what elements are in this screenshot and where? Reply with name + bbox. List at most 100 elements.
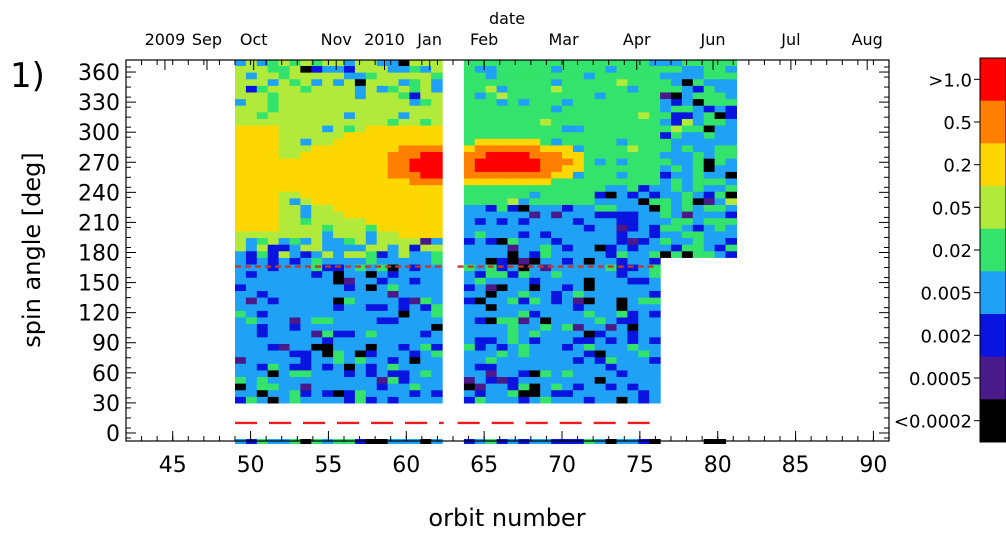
heatmap-cell	[572, 383, 585, 391]
heatmap-cell	[551, 323, 563, 331]
heatmap-cell	[235, 151, 247, 159]
heatmap-cell	[714, 85, 727, 93]
heatmap-cell	[507, 177, 519, 186]
heatmap-cell	[518, 323, 530, 331]
heatmap-cell	[398, 290, 410, 298]
heatmap-cell	[551, 204, 563, 212]
heatmap-cell	[507, 98, 519, 106]
heatmap-cell	[235, 158, 247, 166]
heatmap-cell	[256, 310, 269, 318]
heatmap-cell	[703, 171, 716, 179]
y-tick-label: 240	[78, 181, 120, 206]
heatmap-cell	[463, 330, 476, 338]
heatmap-cell	[638, 343, 650, 351]
heatmap-cell	[529, 138, 541, 146]
heatmap-cell	[474, 297, 487, 305]
heatmap-cell	[322, 158, 334, 166]
heatmap-cell	[540, 151, 552, 159]
heatmap-cell	[507, 376, 519, 384]
heatmap-cell	[409, 72, 421, 80]
heatmap-cell	[333, 138, 345, 146]
heatmap-cell	[333, 363, 345, 371]
heatmap-cell	[638, 230, 650, 239]
heatmap-cell	[365, 177, 378, 186]
heatmap-cell	[278, 316, 291, 325]
heatmap-cell	[594, 330, 607, 338]
heatmap-cell	[235, 138, 247, 146]
heatmap-cell	[420, 270, 432, 278]
heatmap-cell	[681, 230, 694, 239]
heatmap-cell	[289, 111, 301, 119]
heatmap-cell	[583, 191, 596, 199]
heatmap-cell	[692, 131, 705, 139]
heatmap-cell	[562, 369, 574, 378]
heatmap-cell	[354, 270, 367, 278]
heatmap-cell	[627, 184, 639, 192]
heatmap-cell	[518, 343, 530, 351]
heatmap-cell	[387, 204, 400, 212]
heatmap-cell	[420, 124, 432, 133]
heatmap-cell	[289, 138, 301, 146]
heatmap-cell	[649, 376, 661, 384]
heatmap-cell	[278, 184, 291, 192]
heatmap-cell	[562, 336, 574, 344]
heatmap-cell	[638, 204, 650, 212]
heatmap-cell	[344, 171, 356, 179]
heatmap-cell	[616, 230, 628, 239]
heatmap-cell	[322, 330, 334, 338]
heatmap-cell	[485, 184, 498, 192]
heatmap-cell	[463, 197, 476, 205]
heatmap-cell	[431, 197, 443, 205]
heatmap-cell	[507, 389, 519, 397]
heatmap-cell	[322, 65, 334, 73]
y-tick-label: 360	[78, 61, 120, 86]
heatmap-cell	[278, 65, 291, 73]
heatmap-cell	[354, 277, 367, 285]
heatmap-cell	[529, 356, 541, 364]
heatmap-cell	[681, 85, 694, 93]
heatmap-cell	[387, 158, 400, 166]
heatmap-cell	[344, 303, 356, 311]
heatmap-cell	[627, 177, 639, 186]
heatmap-cell	[333, 85, 345, 93]
heatmap-cell	[605, 257, 618, 265]
heatmap-cell	[344, 144, 356, 153]
heatmap-cell	[496, 118, 509, 126]
heatmap-cell	[398, 330, 410, 338]
heatmap-cell	[594, 244, 607, 252]
heatmap-cell	[267, 144, 280, 153]
heatmap-cell	[605, 197, 618, 205]
heatmap-cell	[420, 184, 432, 192]
heatmap-cell	[638, 72, 650, 80]
heatmap-cell	[431, 244, 443, 252]
heatmap-cell	[529, 98, 541, 106]
heatmap-cell	[398, 98, 410, 106]
heatmap-cell	[703, 158, 716, 166]
heatmap-cell	[474, 111, 487, 119]
heatmap-cell	[583, 297, 596, 305]
heatmap-cell	[529, 78, 541, 86]
heatmap-cell	[660, 60, 672, 67]
heatmap-cell	[300, 244, 312, 252]
heatmap-cell	[463, 316, 476, 325]
heatmap-cell	[409, 138, 421, 146]
heatmap-cell	[365, 330, 378, 338]
heatmap-cell	[245, 257, 258, 265]
heatmap-cell	[562, 343, 574, 351]
heatmap-cell	[496, 60, 509, 67]
heatmap-cell	[496, 290, 509, 298]
heatmap-cell	[627, 336, 639, 344]
heatmap-cell	[627, 78, 639, 86]
heatmap-cell	[474, 151, 487, 159]
heatmap-cell	[551, 270, 563, 278]
heatmap-cell	[496, 283, 509, 292]
heatmap-cell	[409, 396, 421, 404]
heatmap-cell	[540, 310, 552, 318]
heatmap-cell	[235, 356, 247, 364]
heatmap-cell	[649, 65, 661, 73]
heatmap-cell	[496, 396, 509, 404]
heatmap-cell	[333, 297, 345, 305]
heatmap-cell	[300, 310, 312, 318]
heatmap-cell	[485, 224, 498, 232]
heatmap-cell	[278, 98, 291, 106]
